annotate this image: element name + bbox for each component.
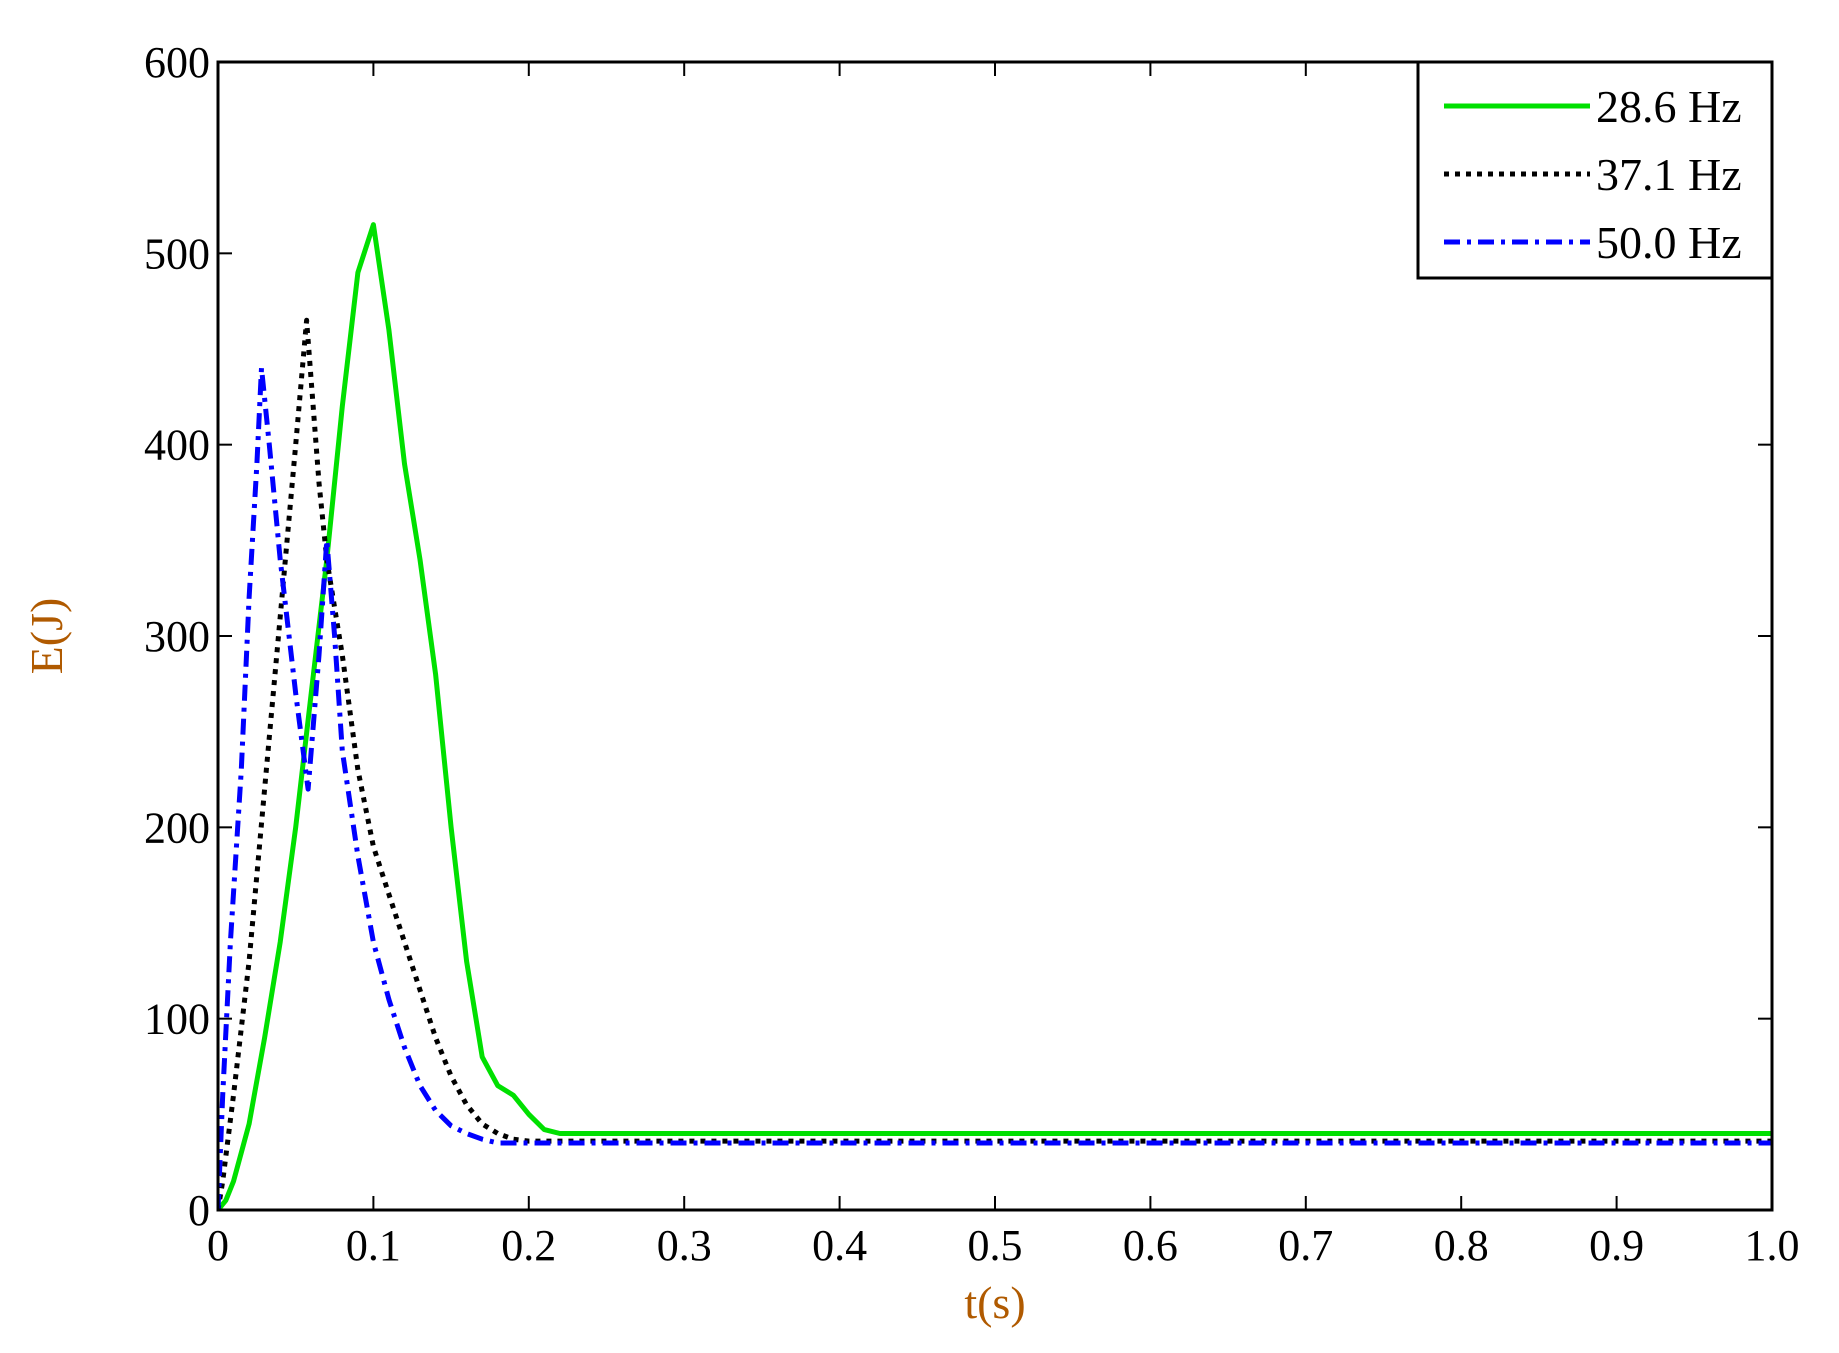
x-tick-label: 0.6 — [1123, 1221, 1178, 1270]
x-tick-label: 0.4 — [812, 1221, 867, 1270]
legend-label-1: 37.1 Hz — [1596, 149, 1742, 200]
y-tick-label: 200 — [144, 803, 210, 852]
y-tick-label: 0 — [188, 1186, 210, 1235]
x-tick-label: 1.0 — [1745, 1221, 1800, 1270]
tick-labels-layer: 0 0.1 0.2 0.3 0.4 0.5 0.6 0.7 0.8 0.9 1.0 0 100 200 30… — [144, 38, 1800, 1270]
series-line-0 — [218, 222, 1772, 1210]
y-tick-label: 500 — [144, 229, 210, 278]
legend: 28.6 Hz 37.1 Hz 50.0 Hz — [1416, 60, 1774, 280]
x-tick-label: 0.9 — [1589, 1221, 1644, 1270]
y-tick-label: 400 — [144, 421, 210, 470]
x-tick-label: 0.8 — [1434, 1221, 1489, 1270]
y-tick-label: 300 — [144, 612, 210, 661]
series-layer — [218, 222, 1772, 1210]
y-tick-label: 600 — [144, 38, 210, 87]
x-tick-label: 0.2 — [501, 1221, 556, 1270]
x-tick-label: 0.1 — [346, 1221, 401, 1270]
y-axis-title: E(J) — [21, 598, 72, 675]
legend-label-0: 28.6 Hz — [1596, 81, 1742, 132]
x-tick-label: 0.5 — [968, 1221, 1023, 1270]
series-line-2 — [218, 365, 1772, 1210]
x-tick-label: 0.3 — [657, 1221, 712, 1270]
x-tick-label: 0 — [207, 1221, 229, 1270]
legend-box — [1416, 60, 1774, 280]
y-tick-label: 100 — [144, 995, 210, 1044]
x-tick-label: 0.7 — [1278, 1221, 1333, 1270]
series-line-1 — [218, 317, 1772, 1210]
legend-label-2: 50.0 Hz — [1596, 217, 1742, 268]
x-axis-title: t(s) — [964, 1277, 1025, 1328]
